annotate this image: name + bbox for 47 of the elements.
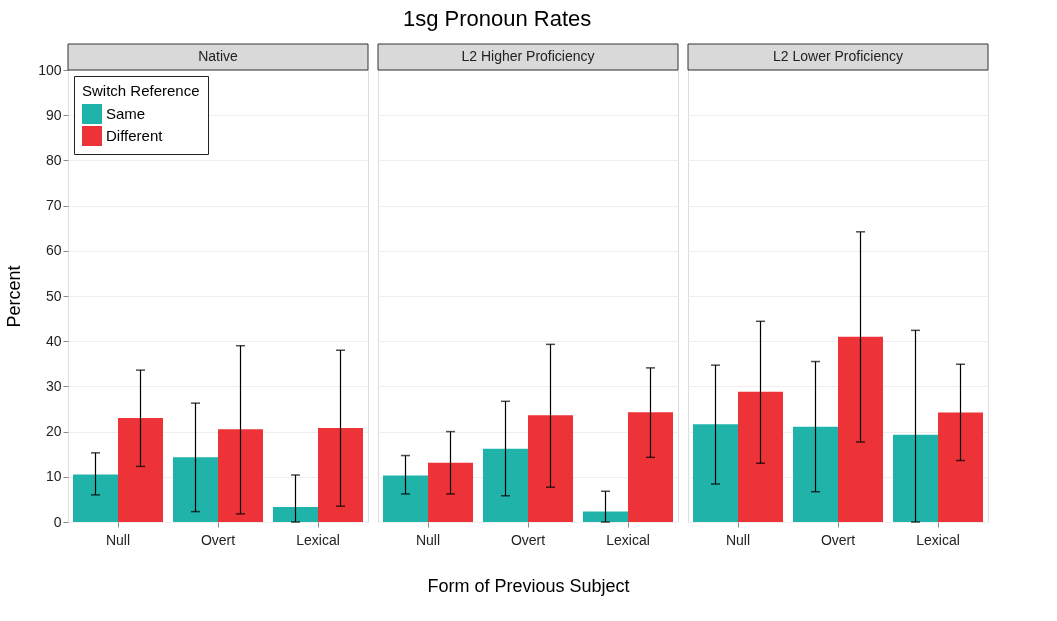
bar — [273, 507, 318, 522]
y-tick-label: 30 — [45, 377, 62, 394]
legend-label: Different — [106, 127, 164, 144]
bar — [173, 457, 218, 522]
legend-label: Same — [106, 105, 146, 122]
y-tick-label: 50 — [45, 287, 62, 304]
x-tick-label: Null — [725, 531, 751, 548]
bar — [693, 424, 738, 522]
bar — [73, 474, 118, 522]
x-tick-label: Lexical — [916, 531, 960, 548]
bar — [738, 391, 783, 522]
x-tick-label: Null — [415, 531, 441, 548]
chart-subtitle: L2 Higher Proficiency — [461, 48, 595, 64]
bar — [483, 448, 528, 522]
bar — [893, 434, 938, 522]
y-tick-label: 100 — [38, 61, 62, 78]
bar — [583, 511, 628, 522]
y-tick-label: 10 — [45, 468, 62, 485]
bar — [938, 412, 983, 522]
x-tick-label: Null — [105, 531, 131, 548]
chart-subtitle: L2 Lower Proficiency — [773, 48, 903, 64]
x-tick-label: Overt — [200, 531, 236, 548]
bar — [118, 418, 163, 522]
chart-title: 1sg Pronoun Rates — [402, 6, 592, 31]
y-tick-label: 20 — [45, 423, 62, 440]
x-tick-label: Overt — [510, 531, 546, 548]
bar — [218, 429, 263, 522]
bar — [628, 412, 673, 522]
y-tick-label: 40 — [45, 332, 62, 349]
x-tick-label: Overt — [820, 531, 856, 548]
legend-title: Switch Reference — [82, 82, 200, 99]
y-tick-label: 80 — [45, 151, 62, 168]
y-tick-label: 0 — [53, 513, 62, 530]
y-tick-label: 60 — [45, 242, 62, 259]
bar — [528, 415, 573, 522]
bar — [428, 462, 473, 522]
bar — [838, 336, 883, 522]
y-tick-label: 90 — [45, 106, 62, 123]
chart-subtitle: Native — [198, 48, 239, 64]
bar — [793, 426, 838, 522]
y-tick-label: 70 — [45, 197, 62, 214]
bar — [383, 475, 428, 522]
x-tick-label: Lexical — [296, 531, 340, 548]
x-axis-title: Form of Previous Subject — [427, 575, 630, 596]
x-tick-label: Lexical — [606, 531, 650, 548]
bar — [318, 427, 363, 522]
y-axis-title: Percent — [4, 265, 25, 328]
